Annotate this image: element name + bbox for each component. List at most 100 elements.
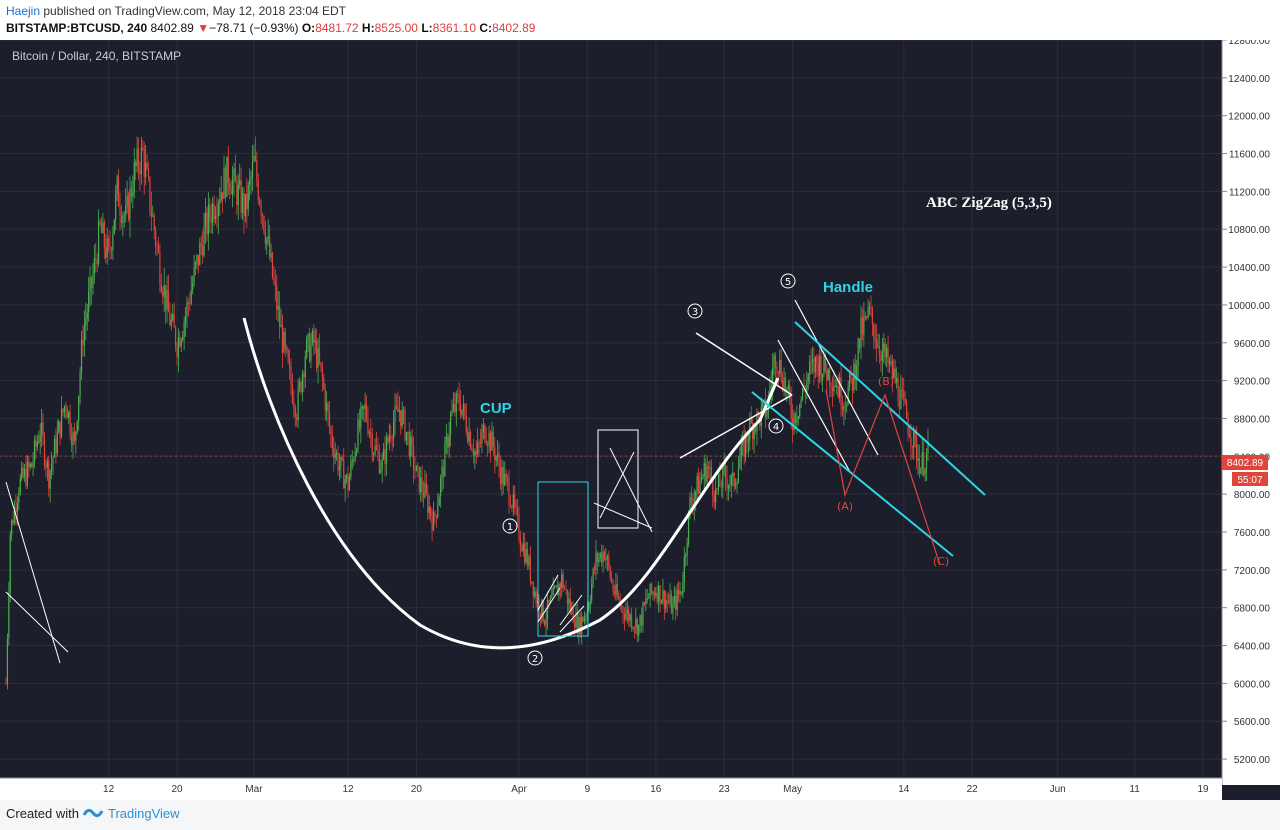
candle-body: [190, 290, 192, 304]
candle-body: [93, 258, 95, 275]
candle-body: [689, 496, 691, 511]
candle-body: [217, 203, 219, 216]
candle-body: [700, 478, 702, 481]
candle-body: [38, 441, 40, 443]
candle-body: [559, 583, 561, 588]
candle-body: [699, 480, 701, 494]
candle-body: [830, 385, 832, 388]
candle-body: [596, 552, 598, 563]
candle-body: [170, 319, 172, 326]
candle-body: [636, 618, 638, 636]
candle-body: [676, 589, 678, 611]
candle-body: [440, 478, 442, 497]
candle-body: [606, 556, 608, 560]
candle-body: [254, 155, 256, 161]
candle-body: [434, 512, 436, 516]
candle-body: [183, 321, 185, 337]
candle-body: [166, 290, 168, 310]
candle-body: [807, 374, 809, 381]
price-axis[interactable]: 12800.00 12400.00 12000.00 11600.00 11200.00…: [1221, 40, 1280, 785]
tradingview-link[interactable]: TradingView: [108, 806, 180, 821]
candle-body: [851, 377, 854, 391]
candle-body: [397, 406, 399, 412]
candle-body: [856, 365, 858, 381]
candle-body: [839, 377, 841, 397]
candle-body: [313, 330, 315, 343]
candle-body: [441, 466, 443, 479]
candle-body: [257, 179, 259, 200]
candle-body: [404, 409, 406, 441]
last-price-tag: 8402.89 55:07: [1222, 455, 1268, 486]
tradingview-logo-icon[interactable]: [82, 805, 104, 821]
price-chart[interactable]: CUP Handle ABC ZigZag (5,3,5) 1 2 3 4 5 …: [0, 40, 1280, 800]
candle-body: [920, 468, 922, 474]
candle-body: [455, 393, 457, 413]
candle-body: [864, 315, 866, 318]
candle-body: [297, 387, 299, 421]
candle-body: [75, 431, 77, 441]
candle-body: [542, 600, 544, 622]
candle-body: [417, 465, 419, 467]
high-value: 8525.00: [374, 21, 418, 35]
candle-body: [645, 598, 647, 605]
candle-body: [52, 457, 54, 464]
candle-body: [327, 402, 329, 413]
candle-body: [515, 506, 517, 509]
candle-body: [281, 325, 284, 353]
triangle-line: [609, 447, 653, 533]
triangle-box: [597, 429, 639, 529]
candle-body: [884, 343, 886, 358]
channel-line: [559, 605, 585, 633]
candle-body: [819, 355, 821, 376]
svg-text:1: 1: [507, 522, 513, 533]
y-tick-label: 7200.00: [1234, 566, 1271, 577]
candle-body: [364, 403, 366, 409]
handle-channel-lower: [751, 391, 954, 557]
candle-body: [304, 356, 306, 378]
candle-body: [300, 382, 302, 393]
candle-body: [566, 589, 569, 604]
candle-body: [206, 212, 208, 235]
candle-body: [415, 465, 417, 471]
candle-body: [80, 339, 83, 374]
candle-body: [546, 599, 549, 619]
candle-body: [585, 615, 587, 617]
candle-body: [365, 403, 368, 420]
candle-body: [860, 317, 862, 348]
candle-body: [8, 592, 10, 639]
candle-body: [800, 399, 802, 405]
candle-body: [73, 432, 75, 441]
candle-body: [271, 252, 274, 278]
author-link[interactable]: Haejin: [6, 4, 41, 18]
candle-body: [291, 384, 294, 403]
wave-c-label: (C): [933, 555, 949, 568]
candle-body: [115, 193, 117, 220]
candle-body: [420, 477, 422, 493]
candle-body: [669, 594, 671, 603]
candle-body: [687, 510, 690, 544]
candle-body: [9, 534, 11, 593]
candle-body: [518, 514, 520, 540]
candle-body: [202, 245, 204, 256]
candle-body: [220, 192, 222, 202]
y-tick-label: 6800.00: [1234, 604, 1271, 615]
candle-body: [772, 367, 774, 386]
wave4-triangle-upper: [695, 332, 793, 396]
annotation-labels: CUP Handle ABC ZigZag (5,3,5) 1 2 3 4 5 …: [480, 195, 1052, 666]
candle-body: [921, 452, 923, 469]
candle-body: [317, 348, 319, 368]
candle-body: [328, 412, 331, 428]
candle-body: [112, 233, 114, 251]
candle-body: [843, 406, 845, 411]
candle-body: [129, 187, 131, 220]
candle-body: [393, 422, 395, 439]
handle-wedge-upper: [794, 299, 879, 456]
candle-body: [153, 215, 155, 231]
candle-body: [89, 277, 91, 293]
candle-body: [6, 638, 9, 684]
candle-body: [102, 222, 104, 233]
candle-body: [137, 148, 140, 170]
time-axis[interactable]: 12 20 Mar 12 20 Apr 9 16 23 May 14 22 Jun 11 19: [0, 777, 1222, 800]
candle-body: [565, 589, 567, 591]
candle-body: [318, 348, 321, 363]
